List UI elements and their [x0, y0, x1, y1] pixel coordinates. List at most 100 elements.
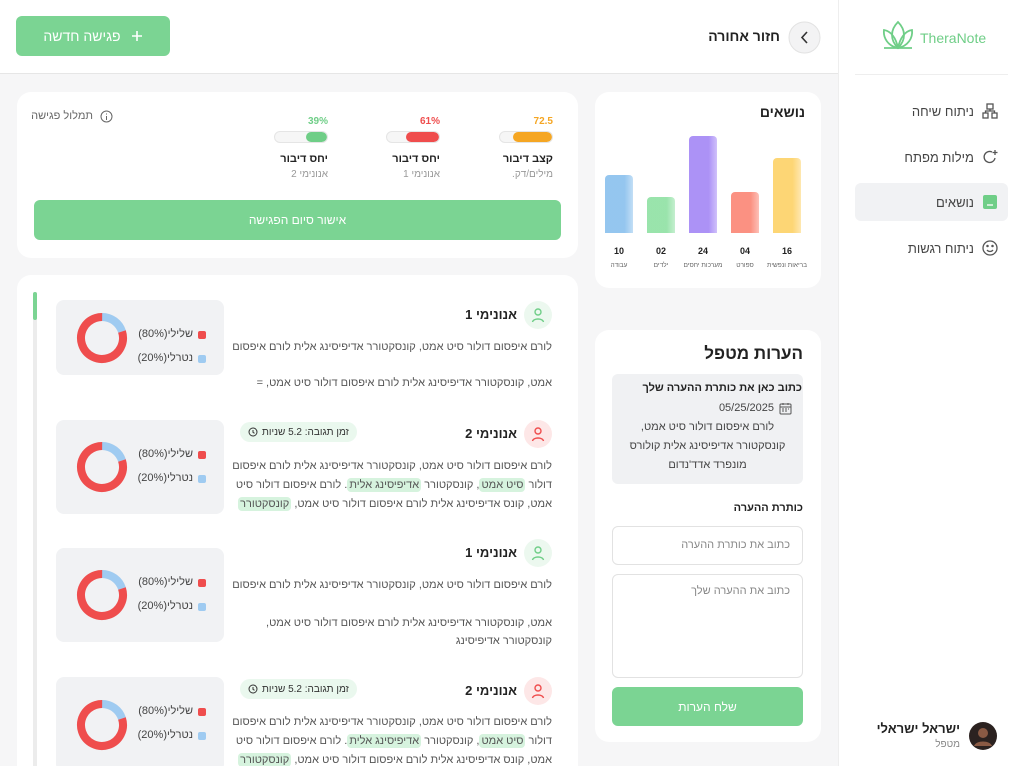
transcript-line: לורם איפסום דולור סיט אמט, קונסקטורר אדי…: [232, 576, 552, 594]
response-badge: זמן תגובה: 5.2 שניות: [240, 679, 357, 699]
nav-item[interactable]: ניתוח שיחה: [855, 92, 1008, 130]
stat-value: 72.5: [533, 116, 553, 127]
title-input[interactable]: כתוב את כותרת ההערה: [612, 526, 803, 565]
donut: [77, 442, 127, 492]
progress-fill: [305, 132, 327, 142]
bar: [689, 135, 717, 233]
transcript-text: , קונסקטורר: [421, 735, 480, 747]
saved-note-line: קונסקטורר אדיפיסינג אלית קולורס: [629, 440, 786, 452]
sentiment-box: שלילי(80%) נטרלי(20%): [56, 300, 224, 375]
info-icon: [100, 110, 113, 123]
saved-note-title: כתוב כאן את כותרת ההערה שלך: [642, 382, 802, 394]
stat-sub: מילים/דק.: [512, 169, 553, 180]
stat-value: 61%: [419, 116, 440, 127]
transcript-text: . לורם איפסום דולור סיט: [235, 479, 348, 491]
bar-category: בריאות ונפשית: [766, 262, 808, 269]
transcript-text: דולור: [525, 479, 552, 491]
bar: [605, 175, 633, 233]
bar: [731, 191, 759, 233]
clock-icon: [248, 684, 258, 694]
new-session-button[interactable]: פגישה חדשה: [16, 16, 170, 56]
bar-value: 16: [781, 246, 792, 256]
transcript-text: . לורם איפסום דולור סיט: [235, 735, 348, 747]
transcript-line: דולור סיט אמט, קונסקטורר אדיפיסינג אלית.…: [236, 732, 552, 750]
transcript-line: דולור סיט אמט, קונסקטורר אדיפיסינג אלית.…: [236, 476, 552, 494]
avatar-icon: [531, 427, 545, 442]
saved-note-line: לורם איפסום דולור סיט אמט,: [640, 421, 775, 433]
bar-category: עבודה: [610, 262, 628, 269]
stat-label: קצב דיבור: [502, 153, 553, 165]
plus-icon: [131, 31, 142, 41]
user-role: מטפל: [935, 739, 960, 750]
saved-note-line: מונפרד אדד'נדום: [668, 459, 747, 471]
response-badge: זמן תגובה: 5.2 שניות: [240, 422, 357, 442]
legend-dot: [198, 355, 206, 363]
legend-dot: [198, 603, 206, 611]
nav-item-active[interactable]: נושאים: [855, 183, 1008, 221]
transcript-line: לורם איפסום דולור סיט אמט, קונסקטורר אדי…: [232, 338, 552, 356]
highlighted-text: סיט אמט: [479, 734, 526, 748]
transcript-line: לורם איפסום דולור סיט אמט, קונסקטורר אדי…: [232, 457, 552, 475]
stat-label: יחס דיבור: [392, 153, 440, 165]
speaker-avatar: [524, 301, 552, 329]
legend-label: שלילי(80%): [138, 576, 193, 588]
avatar-icon: [531, 308, 545, 323]
progress-track: [274, 131, 328, 143]
bar-category: מערכות יחסים: [683, 262, 723, 269]
transcript-text: , קונסקטורר: [421, 479, 480, 491]
clock-shape: [248, 684, 258, 694]
bar: [647, 197, 675, 233]
logo-text: TheraNote: [920, 30, 987, 46]
submit-button[interactable]: שלח הערות: [612, 687, 803, 726]
confirm-button[interactable]: אישור סיום הפגישה: [34, 200, 561, 240]
nav-icon: [982, 240, 998, 256]
bar-value: 10: [613, 246, 624, 256]
note-textarea[interactable]: כתוב את ההערה שלך: [612, 574, 803, 678]
timeline: [33, 292, 37, 766]
clock-icon: [248, 427, 258, 437]
saved-note-date: 05/25/2025: [718, 402, 774, 414]
donut: [77, 699, 127, 750]
back-label[interactable]: חזור אחורה: [708, 28, 780, 44]
transcript-text: לורם איפסום דולור סיט אמט, קונסקטורר אדי…: [232, 716, 552, 728]
speaker-avatar: [524, 539, 552, 567]
speaker-name: אנונימי 1: [465, 545, 517, 560]
back-button[interactable]: [788, 21, 821, 54]
legend-dot: [198, 732, 206, 740]
legend-label: נטרלי(20%): [137, 472, 193, 484]
speaker-name: אנונימי 1: [465, 307, 517, 322]
bar-value: 02: [655, 246, 666, 256]
donut-negative: [77, 312, 127, 363]
field-label: כותרת ההערה: [733, 502, 803, 514]
summary-title: תמלול פגישה: [31, 110, 93, 122]
progress-fill: [406, 132, 439, 142]
transcript-text: קונסקטורר אדיפיסינג: [455, 635, 552, 647]
transcript-line: אמט, קונסקטורר אדיפיסינג אלית לורם איפסו…: [266, 614, 552, 632]
stat-sub: אנונימי 2: [291, 169, 328, 180]
nav-label: מילות מפתח: [904, 149, 974, 165]
highlighted-text: קונסקטורר: [238, 753, 292, 766]
nav-item[interactable]: ניתוח רגשות: [855, 229, 1008, 267]
nav-icon: [982, 103, 998, 119]
divider: [855, 74, 1008, 75]
transcript-line: לורם איפסום דולור סיט אמט, קונסקטורר אדי…: [232, 713, 552, 731]
donut-negative: [77, 699, 127, 750]
nav-icon: [983, 195, 997, 209]
topics-card: נושאים 16 בריאות ונפשית 04 ספורט 24 מערכות יח…: [595, 92, 821, 288]
transcript-text: אמט, קונסקטורר אדיפיסינג אלית לורם איפסו…: [266, 617, 552, 629]
highlighted-text: קונסקטורר: [238, 497, 292, 511]
nav-icon: [983, 150, 998, 164]
transcript-line: אמט, קונסקטורר אדיפיסינג אלית לורם איפסו…: [257, 374, 552, 392]
nav-item[interactable]: מילות מפתח: [855, 138, 1008, 176]
speaker-name: אנונימי 2: [465, 426, 517, 441]
progress-fill: [512, 132, 552, 142]
transcript-text: לורם איפסום דולור סיט אמט, קונסקטורר אדי…: [232, 460, 552, 472]
transcript-line: אמט, קונס אדיפיסינג אלית לורם איפסום דול…: [238, 751, 552, 766]
highlighted-text: אדיפיסינג אלית: [347, 734, 422, 748]
legend-dot: [198, 708, 206, 716]
bar-value: 04: [739, 246, 750, 256]
avatar-icon: [531, 684, 545, 699]
speaker-avatar: [524, 420, 552, 448]
notes-title: הערות מטפל: [704, 344, 803, 363]
avatar-icon: [531, 546, 545, 561]
